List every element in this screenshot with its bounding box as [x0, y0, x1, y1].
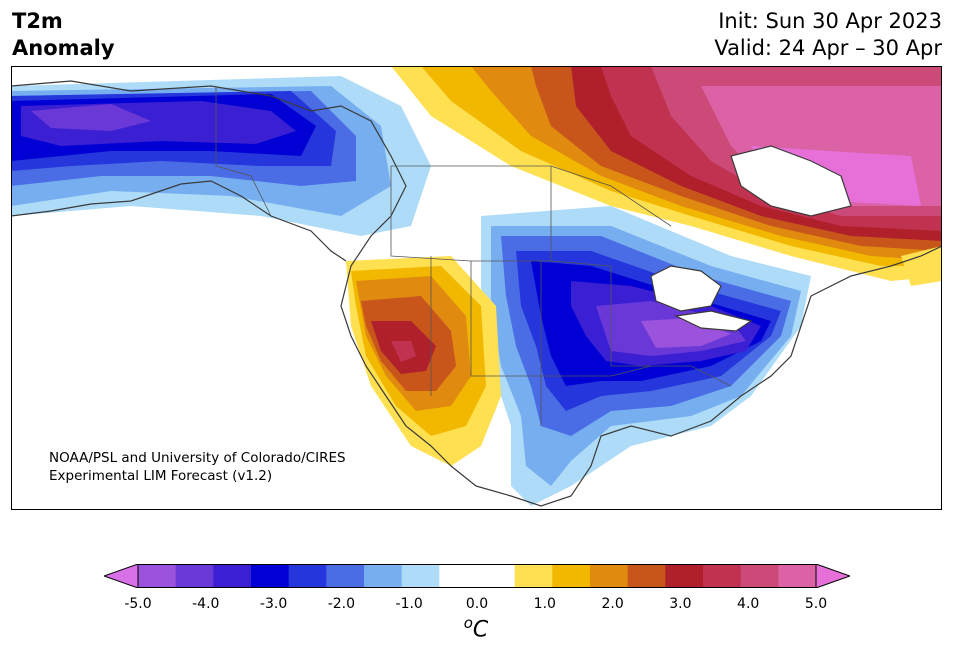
- colorbar-tick-label: -2.0: [327, 596, 356, 612]
- colorbar-segment: [364, 564, 403, 588]
- colorbar-segment: [213, 564, 252, 588]
- valid-range: Valid: 24 Apr – 30 Apr: [714, 36, 942, 60]
- credit-line-2: Experimental LIM Forecast (v1.2): [49, 468, 273, 484]
- title-variable: T2m: [12, 9, 63, 33]
- warm-anomaly-southwest: [346, 256, 501, 466]
- colorbar-segments: [138, 564, 817, 588]
- map-frame: [11, 66, 942, 510]
- anomaly-map: [11, 66, 942, 510]
- political-borders: [215, 86, 732, 426]
- colorbar-tick-label: 3.0: [669, 596, 692, 612]
- colorbar-tick-label: -4.0: [192, 596, 220, 612]
- figure-title: T2m Anomaly: [12, 8, 115, 62]
- colorbar-segment: [326, 564, 365, 588]
- warm-anomaly-east-coast: [901, 246, 942, 286]
- forecast-dates: Init: Sun 30 Apr 2023 Valid: 24 Apr – 30…: [714, 8, 942, 62]
- colorbar-tick-label: 5.0: [804, 596, 828, 612]
- colorbar-tick-label: 4.0: [737, 596, 760, 612]
- colorbar: [104, 564, 850, 588]
- colorbar-segment: [590, 564, 629, 588]
- init-date: Init: Sun 30 Apr 2023: [718, 9, 942, 33]
- coastlines: [11, 80, 942, 507]
- colorbar-segment: [740, 564, 779, 588]
- colorbar-segment: [138, 564, 177, 588]
- colorbar-segment: [477, 564, 516, 588]
- credit-text: NOAA/PSL and University of Colorado/CIRE…: [49, 449, 346, 485]
- colorbar-segment: [514, 564, 553, 588]
- colorbar-ticks: -5.0 -4.0 -3.0 -2.0 -1.0 0.0 1.0 2.0 3.0 4.0 5.0: [0, 596, 953, 616]
- colorbar-frame: [137, 564, 817, 588]
- colorbar-segment: [627, 564, 666, 588]
- cold-anomaly-northwest: [11, 76, 431, 236]
- colorbar-tick-label: 1.0: [533, 596, 556, 612]
- colorbar-segment: [778, 564, 817, 588]
- colorbar-tick-label: -5.0: [124, 596, 152, 612]
- colorbar-segment: [703, 564, 742, 588]
- colorbar-segment: [552, 564, 591, 588]
- colorbar-tick-label: 0.0: [465, 596, 489, 612]
- colorbar-segment: [439, 564, 478, 588]
- colorbar-segment: [175, 564, 214, 588]
- credit-line-1: NOAA/PSL and University of Colorado/CIRE…: [49, 450, 346, 466]
- colorbar-segment: [251, 564, 290, 588]
- title-quantity: Anomaly: [12, 36, 115, 60]
- colorbar-over-arrow: [815, 564, 850, 588]
- colorbar-segment: [665, 564, 704, 588]
- units-degree: o: [463, 614, 473, 632]
- colorbar-units: oC: [464, 614, 489, 642]
- colorbar-segment: [401, 564, 440, 588]
- units-letter: C: [472, 617, 489, 643]
- colorbar-tick-label: -3.0: [259, 596, 288, 612]
- colorbar-tick-label: -1.0: [395, 596, 423, 612]
- colorbar-segment: [288, 564, 327, 588]
- colorbar-tick-label: 2.0: [601, 596, 624, 612]
- colorbar-under-arrow: [104, 564, 139, 588]
